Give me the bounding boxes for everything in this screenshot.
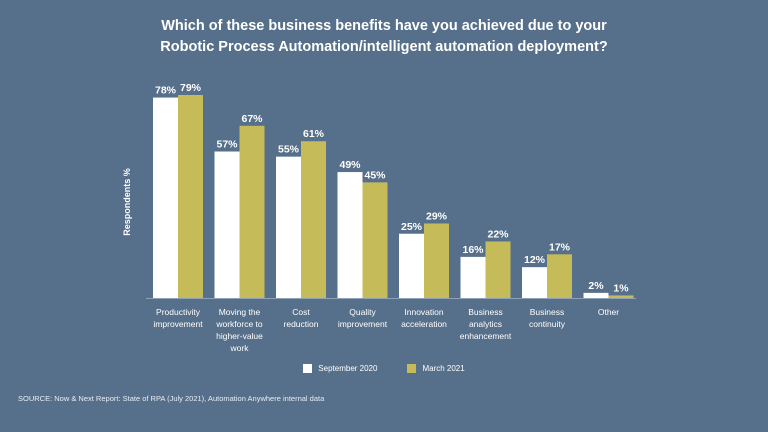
- data-label-march-2021-cost-reduction: 61%: [303, 128, 325, 140]
- category-label-quality-improvement: Quality improvement: [323, 306, 403, 330]
- data-label-march-2021-productivity-improvement: 79%: [180, 82, 202, 94]
- data-label-september-2020-moving-the-workforce-to-higher-value-work: 57%: [216, 139, 238, 151]
- category-label-line: Business: [529, 307, 565, 317]
- data-label-september-2020-cost-reduction: 55%: [278, 144, 300, 156]
- data-label-march-2021-quality-improvement: 45%: [364, 169, 386, 181]
- bar-september-2020-quality-improvement: [337, 172, 363, 298]
- data-label-september-2020-business-analytics-enhancement: 16%: [462, 244, 484, 256]
- data-label-september-2020-other: 2%: [588, 280, 604, 292]
- data-label-september-2020-innovation-acceleration: 25%: [401, 221, 423, 233]
- bar-march-2021-cost-reduction: [301, 141, 326, 298]
- category-label-business-continuity: Business continuity: [507, 306, 587, 330]
- category-label-line: Other: [597, 307, 620, 317]
- bar-september-2020-business-continuity: [522, 267, 547, 298]
- legend-swatch-september-2020: [303, 364, 313, 373]
- category-label-line: acceleration: [401, 319, 447, 329]
- category-label-cost-reduction: Cost reduction: [261, 306, 341, 330]
- category-label-line: Business: [468, 307, 503, 317]
- category-label-line: improvement: [153, 319, 203, 329]
- category-label-productivity-improvement: Productivity improvement: [138, 306, 218, 330]
- data-label-march-2021-moving-the-workforce-to-higher-value-work: 67%: [241, 113, 263, 125]
- category-label-line: workforce to: [216, 319, 263, 329]
- bar-march-2021-productivity-improvement: [178, 94, 203, 298]
- category-label-line: work: [230, 343, 249, 353]
- bar-september-2020-innovation-acceleration: [399, 233, 424, 298]
- data-label-march-2021-business-continuity: 17%: [549, 241, 571, 253]
- bar-march-2021-business-continuity: [547, 254, 572, 298]
- chart-title-line-2: Robotic Process Automation/intelligent a…: [160, 39, 608, 55]
- category-label-line: Innovation: [404, 307, 444, 317]
- bar-september-2020-productivity-improvement: [153, 97, 178, 298]
- data-label-september-2020-business-continuity: 12%: [524, 254, 546, 266]
- category-label-business-analytics-enhancement: Business analytics enhancement: [446, 306, 526, 342]
- bar-march-2021-other: [608, 295, 634, 298]
- bar-march-2021-quality-improvement: [362, 182, 388, 298]
- chart-title-line-1: Which of these business benefits have yo…: [161, 18, 607, 34]
- data-label-march-2021-innovation-acceleration: 29%: [426, 210, 448, 222]
- bar-september-2020-business-analytics-enhancement: [460, 256, 486, 298]
- data-label-september-2020-quality-improvement: 49%: [339, 159, 361, 171]
- bar-march-2021-business-analytics-enhancement: [485, 241, 511, 298]
- legend-item-september-2020: September 2020: [303, 364, 377, 373]
- bar-september-2020-moving-the-workforce-to-higher-value-work: [214, 151, 240, 298]
- source-note: SOURCE: Now & Next Report: State of RPA …: [18, 394, 325, 403]
- data-label-september-2020-productivity-improvement: 78%: [155, 85, 177, 97]
- chart-title: Which of these business benefits have yo…: [0, 16, 768, 58]
- category-label-line: higher-value: [216, 331, 263, 341]
- legend: September 2020 March 2021: [0, 364, 768, 373]
- category-label-line: analytics: [468, 319, 503, 329]
- data-label-march-2021-business-analytics-enhancement: 22%: [487, 228, 509, 240]
- legend-item-march-2021: March 2021: [407, 364, 465, 373]
- category-label-moving-the-workforce-to-higher-value-work: Moving the workforce to higher-value work: [200, 306, 280, 354]
- category-label-line: Moving the: [218, 307, 261, 317]
- category-label-line: Quality: [349, 307, 376, 317]
- category-label-innovation-acceleration: Innovation acceleration: [384, 306, 464, 330]
- bar-march-2021-moving-the-workforce-to-higher-value-work: [239, 125, 265, 298]
- category-label-line: improvement: [337, 319, 388, 329]
- legend-label-september-2020: September 2020: [318, 364, 378, 373]
- category-label-line: Cost: [292, 307, 310, 317]
- category-label-line: reduction: [283, 319, 319, 329]
- data-label-march-2021-other: 1%: [613, 282, 629, 294]
- bar-september-2020-other: [583, 292, 609, 298]
- bar-september-2020-cost-reduction: [276, 156, 301, 298]
- category-label-line: enhancement: [459, 331, 512, 341]
- category-label-line: Productivity: [156, 307, 200, 317]
- category-label-line: continuity: [529, 319, 565, 329]
- legend-label-march-2021: March 2021: [422, 364, 465, 373]
- category-label-other: Other: [569, 306, 649, 318]
- legend-swatch-march-2021: [407, 364, 417, 373]
- bar-march-2021-innovation-acceleration: [424, 223, 449, 298]
